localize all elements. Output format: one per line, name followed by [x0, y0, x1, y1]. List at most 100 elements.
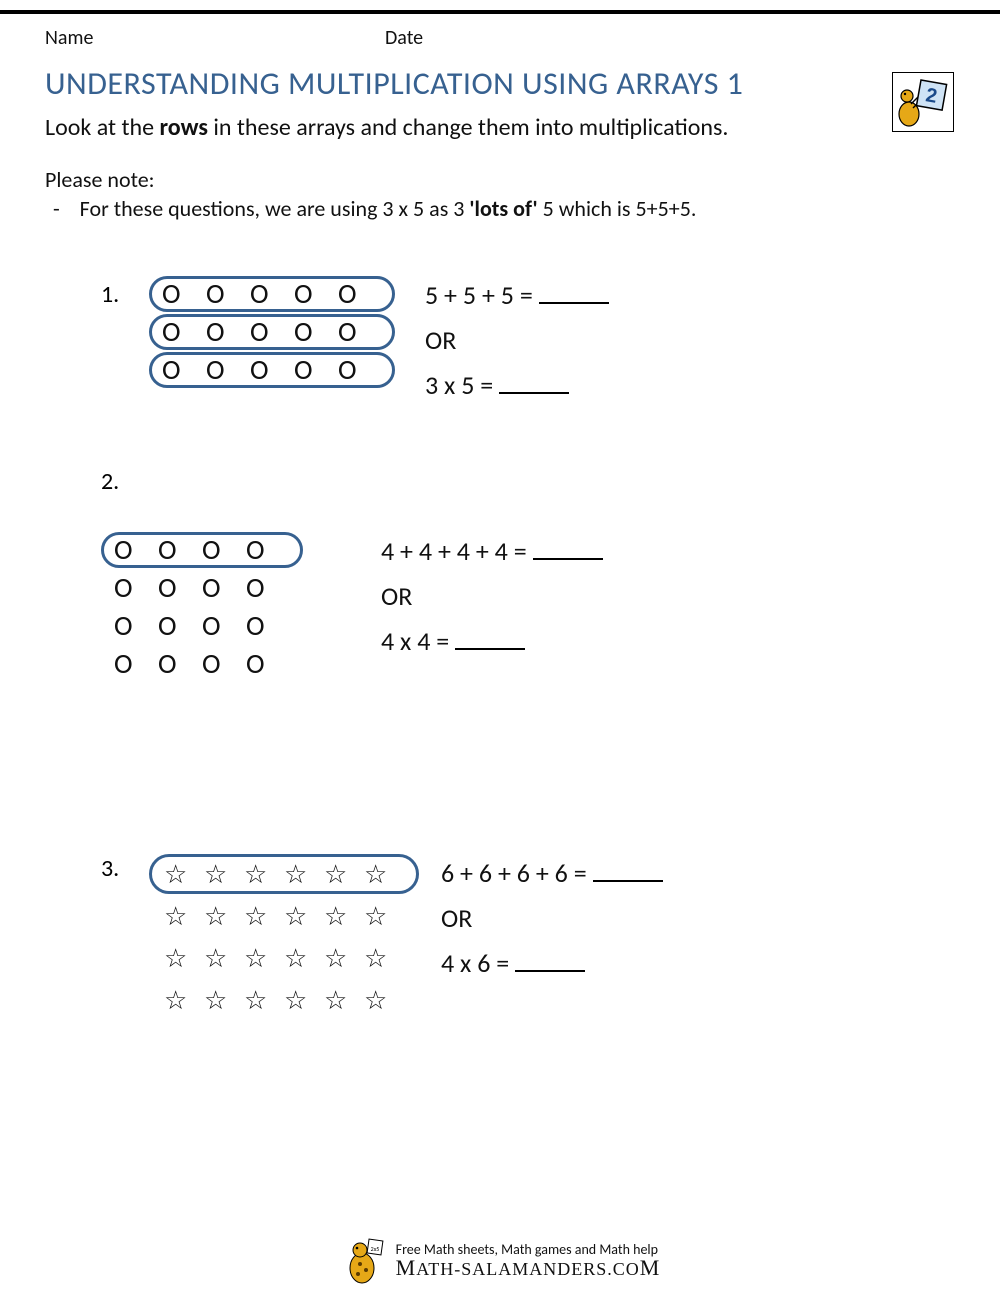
circle-letter: O — [294, 318, 338, 346]
circle-letter: O — [246, 650, 290, 678]
star-icon: ☆ — [324, 859, 364, 889]
star-icon: ☆ — [324, 901, 364, 931]
salamander-logo-icon: 2x5 — [340, 1236, 386, 1286]
header-fields: Name Date — [45, 22, 955, 64]
instruction-post: in these arrays and change them into mul… — [208, 113, 729, 142]
circle-letter: O — [114, 574, 158, 602]
star-icon: ☆ — [324, 985, 364, 1015]
array-row: OOOOO — [149, 314, 395, 350]
star-icon: ☆ — [244, 943, 284, 973]
answer-blank[interactable] — [533, 537, 603, 560]
array-row: OOOO — [101, 532, 303, 568]
circle-letter: O — [202, 536, 246, 564]
circle-letter: O — [294, 280, 338, 308]
star-icon: ☆ — [164, 901, 204, 931]
star-icon: ☆ — [164, 985, 204, 1015]
answer-blank[interactable] — [539, 281, 609, 304]
circle-letter: O — [202, 612, 246, 640]
star-icon: ☆ — [164, 943, 204, 973]
footer: 2x5 Free Math sheets, Math games and Mat… — [0, 1236, 1000, 1286]
problem-1: 1. OOOOOOOOOOOOOOO 5 + 5 + 5 = OR 3 x 5 … — [101, 276, 955, 411]
answer-blank[interactable] — [455, 627, 525, 650]
star-icon: ☆ — [284, 901, 324, 931]
circle-letter: O — [338, 356, 382, 384]
array-3: ☆☆☆☆☆☆☆☆☆☆☆☆☆☆☆☆☆☆☆☆☆☆☆☆ — [149, 854, 419, 1022]
circle-letter: O — [338, 280, 382, 308]
star-icon: ☆ — [364, 901, 404, 931]
instruction: Look at the rows in these arrays and cha… — [45, 113, 955, 142]
star-icon: ☆ — [204, 901, 244, 931]
circle-letter: O — [246, 574, 290, 602]
star-icon: ☆ — [244, 859, 284, 889]
star-icon: ☆ — [204, 859, 244, 889]
footer-tagline: Free Math sheets, Math games and Math he… — [396, 1243, 661, 1257]
equations-2: 4 + 4 + 4 + 4 = OR 4 x 4 = — [381, 514, 603, 667]
star-icon: ☆ — [284, 859, 324, 889]
circle-letter: O — [250, 280, 294, 308]
array-row: OOOOO — [149, 276, 395, 312]
equations-3: 6 + 6 + 6 + 6 = OR 4 x 6 = — [441, 854, 663, 989]
problem-2: 2. OOOOOOOOOOOOOOOO 4 + 4 + 4 + 4 = OR 4… — [101, 467, 955, 684]
circle-letter: O — [206, 280, 250, 308]
star-icon: ☆ — [364, 985, 404, 1015]
worksheet-title: UNDERSTANDING MULTIPLICATION USING ARRAY… — [45, 64, 955, 103]
array-row: OOOOO — [149, 352, 395, 388]
array-row: ☆☆☆☆☆☆ — [149, 854, 419, 894]
circle-letter: O — [158, 536, 202, 564]
array-row: OOOO — [101, 570, 303, 606]
date-label: Date — [385, 26, 423, 50]
instruction-pre: Look at the — [45, 113, 160, 142]
problem-number: 1. — [101, 276, 149, 309]
star-icon: ☆ — [284, 985, 324, 1015]
star-icon: ☆ — [284, 943, 324, 973]
circle-letter: O — [162, 318, 206, 346]
circle-letter: O — [202, 574, 246, 602]
star-icon: ☆ — [204, 985, 244, 1015]
footer-site: MATH-SALAMANDERS.COM — [396, 1257, 661, 1279]
array-row: OOOO — [101, 608, 303, 644]
circle-letter: O — [250, 356, 294, 384]
array-2: OOOOOOOOOOOOOOOO — [101, 532, 303, 684]
circle-letter: O — [158, 650, 202, 678]
circle-letter: O — [206, 318, 250, 346]
problem-number: 2. — [101, 467, 149, 496]
answer-blank[interactable] — [515, 949, 585, 972]
grade-badge: 2 — [892, 72, 954, 132]
circle-letter: O — [158, 574, 202, 602]
star-icon: ☆ — [244, 985, 284, 1015]
equations-1: 5 + 5 + 5 = OR 3 x 5 = — [425, 276, 609, 411]
star-icon: ☆ — [204, 943, 244, 973]
array-row: ☆☆☆☆☆☆ — [149, 896, 419, 936]
circle-letter: O — [246, 612, 290, 640]
array-row: ☆☆☆☆☆☆ — [149, 938, 419, 978]
star-icon: ☆ — [164, 859, 204, 889]
circle-letter: O — [202, 650, 246, 678]
array-1: OOOOOOOOOOOOOOO — [149, 276, 395, 390]
note-line: - For these questions, we are using 3 x … — [45, 195, 955, 222]
star-icon: ☆ — [364, 859, 404, 889]
circle-letter: O — [338, 318, 382, 346]
circle-letter: O — [114, 650, 158, 678]
circle-letter: O — [114, 612, 158, 640]
star-icon: ☆ — [244, 901, 284, 931]
note-head: Please note: — [45, 166, 955, 193]
answer-blank[interactable] — [593, 859, 663, 882]
circle-letter: O — [114, 536, 158, 564]
problems-container: 1. OOOOOOOOOOOOOOO 5 + 5 + 5 = OR 3 x 5 … — [45, 276, 955, 1022]
circle-letter: O — [158, 612, 202, 640]
circle-letter: O — [294, 356, 338, 384]
star-icon: ☆ — [324, 943, 364, 973]
array-row: ☆☆☆☆☆☆ — [149, 980, 419, 1020]
circle-letter: O — [206, 356, 250, 384]
star-icon: ☆ — [364, 943, 404, 973]
circle-letter: O — [250, 318, 294, 346]
array-row: OOOO — [101, 646, 303, 682]
answer-blank[interactable] — [499, 371, 569, 394]
svg-text:2x5: 2x5 — [370, 1245, 379, 1253]
circle-letter: O — [162, 280, 206, 308]
name-label: Name — [45, 26, 385, 50]
circle-letter: O — [162, 356, 206, 384]
instruction-bold: rows — [160, 113, 208, 142]
problem-number: 3. — [101, 854, 149, 883]
problem-3: 3. ☆☆☆☆☆☆☆☆☆☆☆☆☆☆☆☆☆☆☆☆☆☆☆☆ 6 + 6 + 6 + … — [101, 854, 955, 1022]
